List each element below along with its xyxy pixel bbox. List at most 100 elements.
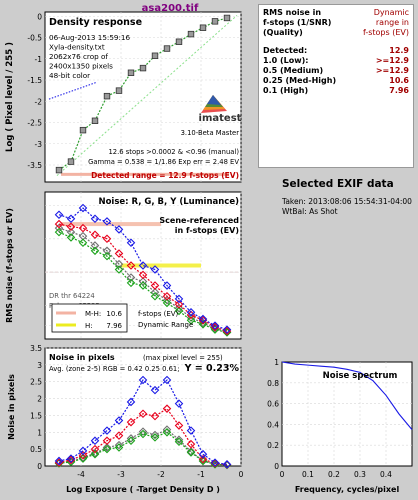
noise-series-R [58, 223, 228, 332]
noise-point-G [54, 227, 64, 237]
pixel-noise-point-B [54, 456, 64, 466]
noise-point-R [114, 249, 124, 258]
rms-row-medium: 0.5 (Medium) >=12.9 [263, 66, 409, 76]
pixel-noise-point-Y [150, 430, 160, 440]
rms-row-low: 1.0 (Low): >=12.9 [263, 56, 409, 66]
info-line: 06-Aug-2013 15:59:16 [49, 33, 130, 42]
chart-title-suffix: (max pixel level = 255) [143, 354, 223, 362]
noise-point-G [138, 281, 148, 290]
noise-point-Y [54, 223, 64, 233]
noise-point-B [162, 281, 172, 290]
noise-point-G [66, 233, 76, 242]
x-tick-label: 0 [239, 470, 244, 479]
h-band [121, 263, 201, 268]
spectrum-plot-area [281, 361, 413, 467]
info-line: Xyla-density.txt [49, 43, 105, 52]
noise-point-B [54, 210, 64, 219]
density-point [223, 14, 231, 22]
logo-shape [207, 95, 221, 105]
pixel-noise-point-G [186, 448, 196, 457]
rms-row-label: 0.25 (Med-High) [263, 76, 337, 85]
noise-point-R [90, 230, 100, 240]
noise-point-B [150, 265, 160, 274]
legend-text: Dynamic Range [138, 321, 193, 329]
chart-subtitle: Avg. (zone 2-5) RGB = 0.42 0.25 0.61; [49, 365, 180, 373]
pixel-noise-point-G [138, 429, 148, 439]
x-tick-label: 0.2 [328, 470, 340, 479]
noise-point-R [174, 299, 184, 309]
chart-title: Noise spectrum [323, 371, 398, 381]
x-tick-label: 0.4 [380, 470, 392, 479]
pixel-noise-point-B [150, 385, 160, 395]
pixel-noise-point-G [78, 454, 88, 463]
noise-point-G [114, 265, 124, 274]
noise-point-R [222, 326, 232, 336]
density-point [79, 126, 87, 134]
rms-heading-left-1: RMS noise in [263, 8, 322, 17]
pixel-noise-series-G [58, 431, 228, 466]
annotation-text: in f-stops (EV) [175, 226, 239, 235]
noise-point-B [210, 321, 220, 330]
noise-point-G [78, 238, 88, 248]
pixel-noise-point-R [198, 454, 208, 464]
y-tick-label: 0.5 [30, 445, 42, 454]
pixel-noise-point-Y [162, 425, 172, 434]
y-tick-label: 0 [37, 12, 42, 21]
y-tick-label: -3.5 [27, 161, 42, 170]
spectrum-line [281, 361, 413, 430]
legend-text: f-stops (EV) [138, 310, 179, 318]
pixel-noise-point-R [162, 404, 172, 413]
pixel-noise-point-B [102, 426, 112, 435]
exif-taken: Taken: 2013:08:06 15:54:31-04:00 [282, 197, 412, 206]
range-marker-line [48, 81, 98, 100]
noise-series-B [58, 207, 228, 331]
info-line: 48-bit color [49, 71, 90, 80]
detected-range-bar [61, 172, 229, 176]
pixel-noise-series-B [58, 379, 228, 465]
y-axis-label: RMS noise (f-stops or EV) [5, 208, 14, 323]
pixel-noise-point-B [186, 426, 196, 435]
noise-point-Y [114, 259, 124, 269]
pixel-noise-point-G [102, 444, 112, 454]
rms-row-label: 0.5 (Medium) [263, 66, 324, 75]
noise-point-B [102, 217, 112, 226]
y-tick-label: 3 [37, 361, 42, 370]
pixel-noise-point-R [114, 431, 124, 440]
exif-title: Selected EXIF data [282, 178, 394, 190]
rms-row-value: >=12.9 [375, 56, 409, 65]
fit-line-text: Gamma = 0.538 = 1/1.86 Exp err = 2.48 EV [88, 158, 239, 166]
density-point [127, 69, 135, 76]
y-tick-label: 2.5 [30, 378, 42, 387]
density-point [187, 30, 195, 38]
exif-wbal: WtBal: As Shot [282, 207, 338, 216]
pixel-noise-point-B [210, 458, 220, 467]
pixel-noise-point-R [126, 417, 136, 427]
y-luminance-label: Y = 0.23% [184, 363, 240, 374]
noise-point-Y [126, 273, 136, 282]
pixel-noise-point-G [126, 436, 136, 445]
noise-series-G [58, 231, 228, 333]
legend-label: H: [85, 322, 93, 330]
noise-point-R [54, 219, 64, 229]
pixel-noise-point-G [114, 443, 124, 452]
rms-row-med-high: 0.25 (Med-High) 10.6 [263, 76, 409, 86]
legend-value: 7.96 [106, 322, 122, 330]
fit-line-text: 12.6 stops >0.0002 & <0.96 (manual) [108, 148, 239, 156]
info-line: 2062x76 crop of [49, 52, 108, 61]
density-point [151, 52, 159, 59]
pixel-noise-point-B [78, 446, 88, 456]
version-text: 3.10-Beta Master [181, 129, 240, 137]
rms-heading-right-3: f-stops (EV) [362, 28, 409, 37]
pixel-noise-point-G [162, 428, 172, 437]
pixel-noise-point-B [198, 449, 208, 459]
density-point [91, 117, 99, 124]
pixel-noise-point-B [222, 460, 232, 469]
y-tick-label: 0.8 [267, 379, 279, 388]
noise-point-Y [90, 241, 100, 250]
density-point [199, 24, 207, 31]
noise-point-G [162, 298, 172, 308]
pixel-noise-point-B [90, 436, 100, 445]
noise-point-R [138, 270, 148, 280]
x-axis-label: Log Exposure ( -Target Density D ) [66, 485, 220, 494]
y-axis-label: Log ( Pixel level / 255 ) [5, 42, 15, 152]
